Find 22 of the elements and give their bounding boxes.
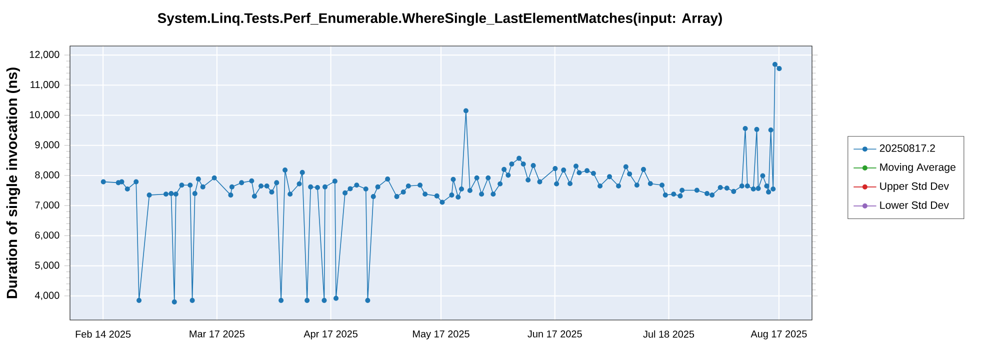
y-axis-title: Duration of single invocation (ns) [6,68,20,298]
y-tick-label: 4,000 [34,292,60,300]
y-tick-label: 12,000 [30,50,60,60]
y-tick-label: 6,000 [35,232,60,240]
x-tick-label: Jun 17 2025 [528,330,582,338]
x-tick-label: Mar 17 2025 [190,330,244,338]
y-tick-label: 5,000 [35,262,60,270]
x-tick-label: Aug 17 2025 [750,330,807,340]
y-tick-label: 7,000 [35,201,60,210]
legend-label: Upper Std Dev [880,182,949,192]
legend-label: Moving Average [880,163,956,173]
y-tick-label: 9,000 [35,141,60,150]
x-tick-label: May 17 2025 [413,330,470,340]
x-tick-label: Apr 17 2025 [304,330,358,340]
y-tick-label: 11,000 [30,81,60,90]
chart-title: System.Linq.Tests.Perf_Enumerable.WhereSingle_LastElementMatches(input: Array) [158,12,722,26]
y-tick-label: 8,000 [35,171,60,180]
legend-label: Lower Std Dev [880,201,949,209]
legend-label: 20250817.2 [880,144,935,152]
x-tick-label: Jul 18 2025 [643,330,694,338]
y-tick-label: 10,000 [30,111,60,120]
x-tick-label: Feb 14 2025 [76,330,131,338]
